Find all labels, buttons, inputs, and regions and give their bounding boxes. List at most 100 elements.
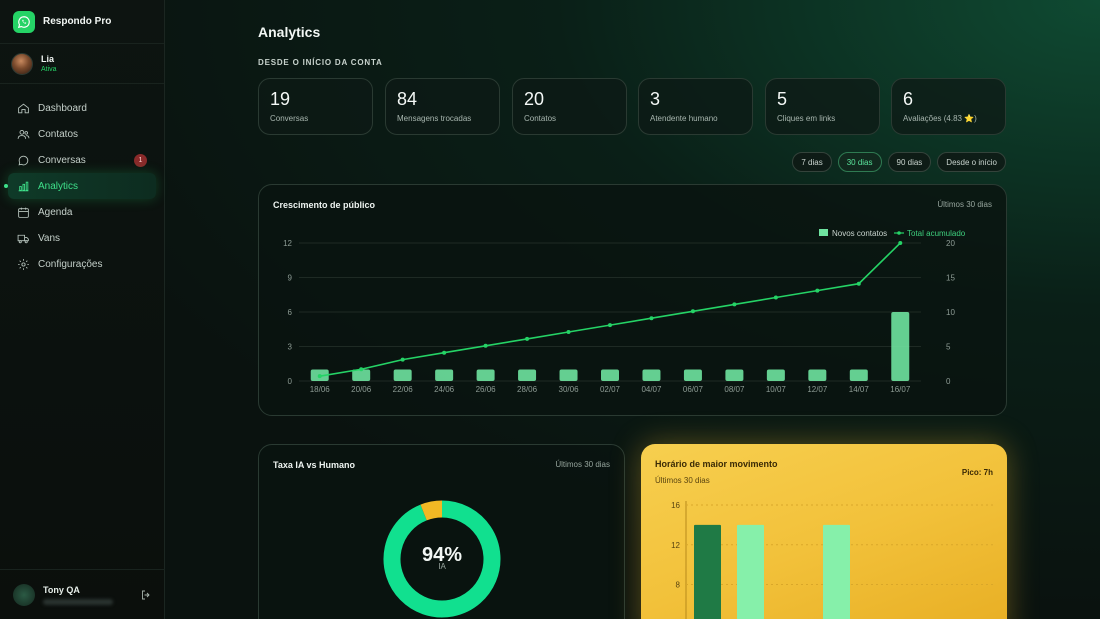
- avatar: [13, 583, 35, 606]
- x-tick-label: 08/07: [724, 385, 745, 394]
- stat-label: Avaliações (4.83 ⭐): [903, 114, 977, 123]
- truck-icon: [17, 234, 29, 243]
- stat-value: 6: [903, 89, 914, 109]
- home-icon: [18, 103, 29, 113]
- current-user[interactable]: Lia Ativa: [0, 44, 164, 84]
- bar-novos-contatos: [725, 369, 744, 381]
- x-tick-label: 30/06: [559, 385, 580, 394]
- sidebar-footer: Tony QA: [0, 569, 165, 619]
- bar-novos-contatos: [766, 369, 785, 381]
- stat-card-conversas: 19 Conversas: [258, 78, 373, 135]
- y-right-tick-label: 5: [946, 343, 951, 352]
- y-left-tick-label: 12: [283, 239, 292, 248]
- user-name: Lia: [41, 54, 55, 64]
- x-tick-label: 18/06: [310, 385, 331, 394]
- chart-icon: [18, 181, 29, 191]
- sidebar-nav: Dashboard Contatos Conversas 1 Analytics…: [0, 84, 164, 277]
- point-total-acumulado: [649, 316, 654, 321]
- peak-hours-card: Horário de maior movimento Últimos 30 di…: [641, 444, 1007, 619]
- y-tick-label: 8: [676, 581, 681, 590]
- stat-label: Contatos: [524, 114, 557, 123]
- x-tick-label: 06/07: [683, 385, 704, 394]
- card-period: Últimos 30 dias: [937, 200, 992, 209]
- bar-novos-contatos: [808, 369, 827, 381]
- point-total-acumulado: [856, 281, 861, 286]
- stat-label: Mensagens trocadas: [397, 114, 472, 123]
- x-tick-label: 02/07: [600, 385, 621, 394]
- filter-desde-inicio[interactable]: Desde o início: [937, 152, 1006, 172]
- sidebar-item-label: Analytics: [38, 180, 79, 192]
- stat-card-cliques: 5 Cliques em links: [765, 78, 880, 135]
- y-left-tick-label: 0: [288, 377, 293, 386]
- brand[interactable]: Respondo Pro: [0, 0, 164, 44]
- slice-humano: [420, 500, 443, 521]
- filter-90-dias[interactable]: 90 dias: [887, 152, 932, 172]
- stat-card-contatos: 20 Contatos: [512, 78, 627, 135]
- donut-center-value: 94%: [422, 544, 462, 566]
- logout-icon[interactable]: [140, 589, 152, 601]
- legend-label-novos-contatos: Novos contatos: [832, 229, 887, 238]
- stat-value: 5: [777, 89, 788, 109]
- bar-novos-contatos: [476, 369, 495, 381]
- stat-label: Conversas: [270, 114, 309, 123]
- bar-novos-contatos: [849, 369, 868, 381]
- calendar-icon: [18, 207, 29, 218]
- bar-hour: [823, 524, 850, 619]
- point-total-acumulado: [400, 357, 405, 362]
- filter-30-dias[interactable]: 30 dias: [837, 152, 882, 172]
- sidebar-item-label: Dashboard: [38, 102, 87, 114]
- bar-novos-contatos: [435, 369, 454, 381]
- y-right-tick-label: 0: [946, 377, 951, 386]
- stat-value: 20: [524, 89, 545, 109]
- sidebar-item-conversas[interactable]: Conversas 1: [8, 147, 156, 173]
- period-filter: 7 dias 30 dias 90 dias Desde o início: [792, 152, 1006, 172]
- y-left-tick-label: 6: [288, 308, 293, 317]
- x-tick-label: 12/07: [807, 385, 828, 394]
- sidebar-item-label: Vans: [38, 232, 61, 244]
- bar-novos-contatos: [683, 369, 702, 381]
- sidebar-item-configuracoes[interactable]: Configurações: [8, 251, 156, 277]
- legend-label-total-acumulado: Total acumulado: [907, 229, 966, 238]
- point-total-acumulado: [732, 302, 737, 307]
- stat-card-avaliacoes: 6 Avaliações (4.83 ⭐): [891, 78, 1006, 135]
- bar-hour: [694, 524, 721, 619]
- bar-novos-contatos: [891, 312, 910, 381]
- sidebar-item-analytics[interactable]: Analytics: [4, 173, 156, 199]
- stat-card-mensagens: 84 Mensagens trocadas: [385, 78, 500, 135]
- app-name: Respondo Pro: [43, 16, 112, 27]
- sidebar-item-label: Contatos: [38, 128, 79, 140]
- growth-chart-card: Crescimento de público Últimos 30 dias 0…: [258, 184, 1007, 416]
- slice-ia: [383, 500, 501, 618]
- footer-user-email-redacted: [43, 598, 113, 605]
- x-tick-label: 28/06: [517, 385, 538, 394]
- bar-novos-contatos: [559, 369, 578, 381]
- point-total-acumulado: [773, 295, 778, 300]
- legend-marker-total-acumulado: [897, 231, 901, 235]
- point-total-acumulado: [690, 309, 695, 314]
- sidebar-item-vans[interactable]: Vans: [8, 225, 156, 251]
- avatar: [11, 52, 33, 75]
- whatsapp-logo-icon: [13, 10, 35, 33]
- y-tick-label: 12: [671, 541, 680, 550]
- users-icon: [17, 129, 30, 139]
- growth-chart: 0 3 6 9 12 0 5 10 15 20 18/06 20/06 22/06 24/06 26/06 2…: [283, 229, 966, 394]
- footer-user-name: Tony QA: [43, 584, 80, 595]
- x-tick-label: 24/06: [434, 385, 455, 394]
- bar-hour: [737, 524, 764, 619]
- sidebar-item-dashboard[interactable]: Dashboard: [8, 95, 156, 121]
- x-tick-label: 22/06: [393, 385, 414, 394]
- section-label: DESDE O INÍCIO DA CONTA: [258, 58, 383, 67]
- x-tick-label: 20/06: [351, 385, 372, 394]
- peak-hour-badge: Pico: 7h: [961, 468, 993, 477]
- point-total-acumulado: [815, 288, 820, 293]
- user-status: Ativa: [41, 66, 57, 73]
- card-period: Últimos 30 dias: [555, 460, 610, 469]
- card-title: Horário de maior movimento: [655, 459, 778, 469]
- sidebar: Respondo Pro Lia Ativa Dashboard Contato…: [0, 0, 165, 619]
- page-title: Analytics: [258, 24, 321, 40]
- sidebar-item-contatos[interactable]: Contatos: [8, 121, 156, 147]
- y-tick-label: 16: [671, 501, 680, 510]
- line-total-acumulado: [319, 242, 901, 377]
- sidebar-item-agenda[interactable]: Agenda: [8, 199, 156, 225]
- filter-7-dias[interactable]: 7 dias: [792, 152, 832, 172]
